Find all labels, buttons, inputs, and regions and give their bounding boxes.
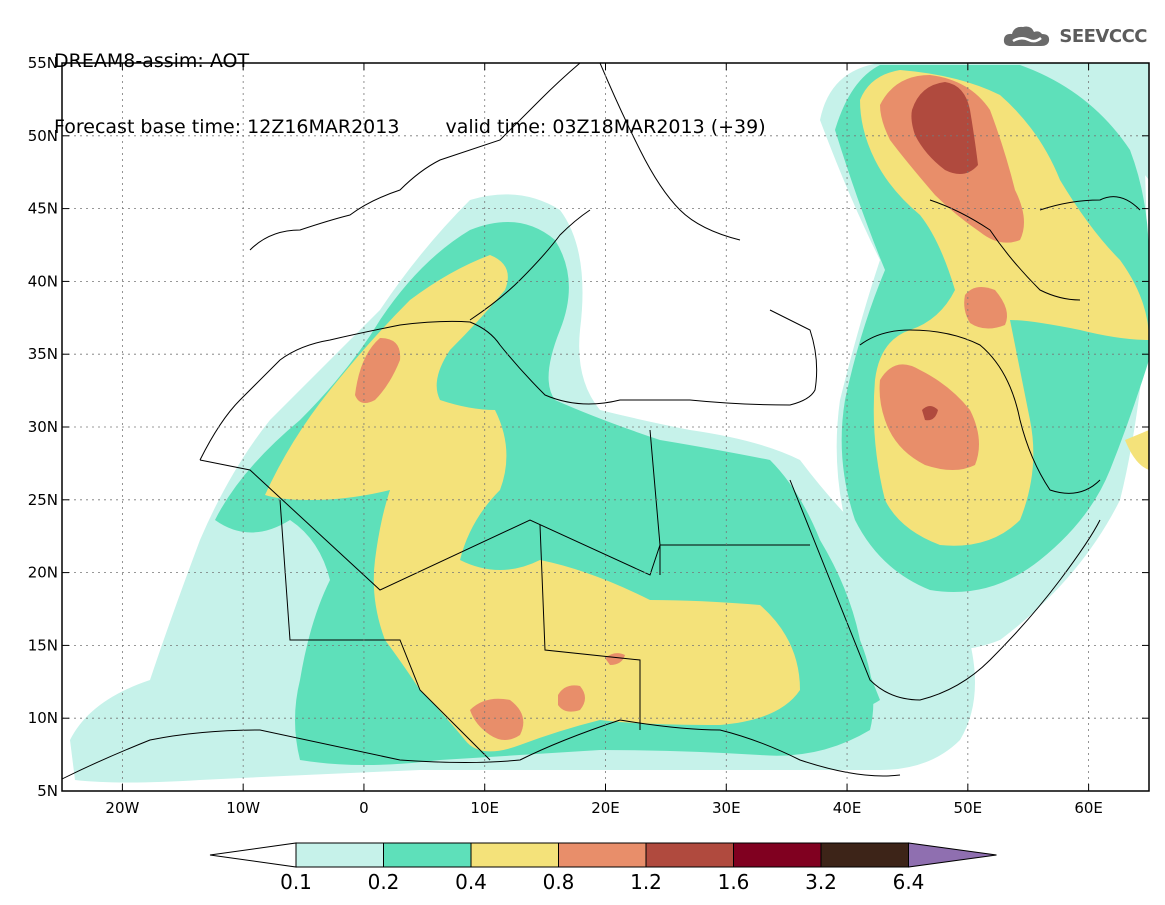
colorbar-bin <box>558 842 647 868</box>
colorbar-under-arrow <box>209 842 297 868</box>
colorbar-over-arrow <box>908 842 997 868</box>
colorbar-label: 3.2 <box>805 870 837 894</box>
lon-label: 50E <box>954 799 983 817</box>
axis-ticks <box>62 62 1149 792</box>
lat-label: 40N <box>28 272 58 290</box>
lon-labels: 20W 10W 0 10E 20E 30E 40E 50E 60E <box>105 799 1102 817</box>
colorbar-bin <box>470 842 559 868</box>
lat-labels: 55N 50N 45N 40N 35N 30N 25N 20N 15N 10N 5N <box>28 54 58 800</box>
colorbar-label: 0.4 <box>455 870 487 894</box>
lon-label: 20E <box>591 799 620 817</box>
lon-label: 60E <box>1074 799 1103 817</box>
colorbar-bin <box>383 842 472 868</box>
colorbar-bin <box>645 842 734 868</box>
aot-band-1.2 <box>911 82 978 421</box>
lon-label: 20W <box>105 799 139 817</box>
lat-label: 55N <box>28 54 58 72</box>
lat-label: 25N <box>28 491 58 509</box>
lat-label: 5N <box>37 782 58 800</box>
cloud-logo-icon <box>1004 26 1050 46</box>
colorbar-label: 0.1 <box>280 870 312 894</box>
colorbar-label: 6.4 <box>892 870 925 894</box>
aot-field <box>70 63 1149 783</box>
title-model-field: DREAM8-assim: AOT <box>54 50 250 72</box>
aot-band-0.4 <box>265 70 1149 752</box>
colorbar-label: 1.6 <box>717 870 750 894</box>
seevccc-logo: SEEVCCC <box>1001 22 1147 50</box>
graticule <box>62 63 1149 791</box>
title-base-time: Forecast base time: 12Z16MAR2013 <box>54 116 400 138</box>
colorbar-label: 0.8 <box>542 870 575 894</box>
colorbar-bin <box>733 842 822 868</box>
coastlines <box>62 63 1141 780</box>
lat-label: 50N <box>28 127 58 145</box>
lat-label: 30N <box>28 418 58 436</box>
lat-label: 15N <box>28 636 58 654</box>
colorbar-label: 0.2 <box>367 870 400 894</box>
colorbar-bin <box>295 842 384 868</box>
lon-label: 10E <box>470 799 499 817</box>
lat-label: 10N <box>28 709 58 727</box>
lon-label: 40E <box>833 799 862 817</box>
lon-label: 0 <box>359 799 369 817</box>
colorbar-bin <box>820 842 909 868</box>
lat-label: 20N <box>28 564 58 582</box>
colorbar-label: 1.2 <box>630 870 662 894</box>
lat-label: 35N <box>28 345 58 363</box>
colorbar <box>209 842 997 868</box>
lat-label: 45N <box>28 200 58 218</box>
lon-label: 10W <box>226 799 260 817</box>
lon-label: 30E <box>712 799 741 817</box>
logo-text: SEEVCCC <box>1059 25 1147 47</box>
